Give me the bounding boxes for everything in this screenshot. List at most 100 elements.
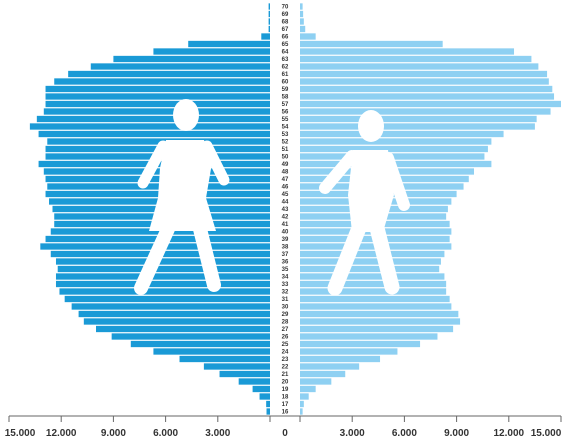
bar-right-age-56 [300,108,551,115]
age-label: 24 [282,350,289,356]
bar-left-age-45 [45,190,270,198]
age-label: 54 [282,125,289,131]
bar-right-age-69 [300,10,304,18]
bar-left-age-18 [259,393,270,400]
x-tick-label: 3.000 [340,428,365,439]
age-label: 18 [282,395,289,401]
age-label: 40 [282,230,289,236]
bar-right-age-36 [300,258,441,265]
age-label: 38 [282,245,289,251]
age-label: 69 [282,12,289,18]
bar-right-age-20 [300,378,332,385]
bar-right-age-70 [300,3,303,10]
bar-right-age-62 [300,63,539,70]
age-label: 70 [282,5,289,11]
age-label: 52 [282,140,289,146]
bar-left-age-53 [38,130,270,138]
bar-right-age-32 [300,288,447,295]
age-label: 27 [282,327,289,333]
age-label: 57 [282,102,289,108]
age-label: 36 [282,260,289,266]
bar-right-age-53 [300,130,504,138]
age-label: 46 [282,185,289,191]
age-label: 22 [282,365,289,371]
x-tick-label: 12.000 [46,428,77,439]
age-label: 62 [282,65,289,71]
age-label: 45 [282,192,289,198]
bar-right-age-17 [300,400,304,408]
x-tick-label: 6.000 [153,428,178,439]
age-label: 58 [282,95,289,101]
bar-left-age-23 [179,355,270,363]
bar-left-age-36 [55,258,271,265]
age-label: 25 [282,342,289,348]
bar-left-age-35 [57,265,270,273]
bar-right-age-63 [300,55,532,63]
age-label: 30 [282,305,289,311]
x-tick-label: 6.000 [392,428,417,439]
bar-right-age-65 [300,40,443,48]
age-label: 21 [282,372,289,378]
age-label: 31 [282,297,289,303]
bar-right-age-37 [300,250,445,258]
age-label: 23 [282,357,289,363]
x-tick-label: 3.000 [205,428,230,439]
age-label: 44 [282,200,289,206]
bar-left-age-24 [153,348,270,355]
bar-left-age-62 [90,63,270,70]
age-label: 37 [282,252,289,258]
age-label: 19 [282,387,289,393]
age-label: 43 [282,207,289,213]
bar-right-age-51 [300,145,488,153]
bar-left-age-31 [64,295,271,303]
age-label: 63 [282,57,289,63]
bar-left-age-70 [268,3,270,10]
bar-left-age-46 [47,183,270,190]
bar-right-age-22 [300,363,360,370]
bar-right-age-59 [300,85,553,93]
age-label: 34 [282,275,289,281]
bar-left-age-69 [268,10,270,18]
bar-right-age-21 [300,370,346,378]
bar-left-age-54 [29,123,270,130]
bar-left-age-28 [83,318,270,325]
age-label: 50 [282,155,289,161]
bar-right-age-30 [300,303,452,310]
age-label: 26 [282,335,289,341]
bar-left-age-48 [43,168,270,175]
age-label: 55 [282,117,289,123]
age-label: 16 [282,410,289,416]
bar-left-age-26 [111,333,270,340]
age-label: 53 [282,132,289,138]
bar-left-age-60 [54,78,270,85]
bar-right-age-28 [300,318,461,325]
bar-right-age-66 [300,33,316,40]
age-label: 68 [282,20,289,26]
bar-right-age-60 [300,78,549,85]
x-tick-label: 9.000 [101,428,126,439]
bar-right-age-68 [300,18,304,25]
bar-left-age-32 [59,288,271,295]
bar-left-age-57 [45,100,270,108]
bar-left-age-68 [268,18,270,25]
bar-right-age-33 [300,280,447,288]
bar-left-age-22 [203,363,270,370]
bar-left-age-64 [153,48,270,55]
age-label: 35 [282,267,289,273]
bar-left-age-20 [238,378,270,385]
bar-right-age-67 [300,25,306,33]
bar-left-age-55 [36,115,271,123]
bar-right-age-19 [300,385,316,393]
bar-left-age-19 [252,385,270,393]
x-tick-label: 15.000 [531,428,562,439]
age-label: 48 [282,170,289,176]
bar-left-age-66 [261,33,270,40]
bar-left-age-58 [45,93,270,100]
bar-right-age-58 [300,93,555,100]
x-tick-label: 12.000 [494,428,525,439]
bar-left-age-30 [71,303,270,310]
bar-left-age-33 [55,280,271,288]
age-label: 39 [282,237,289,243]
